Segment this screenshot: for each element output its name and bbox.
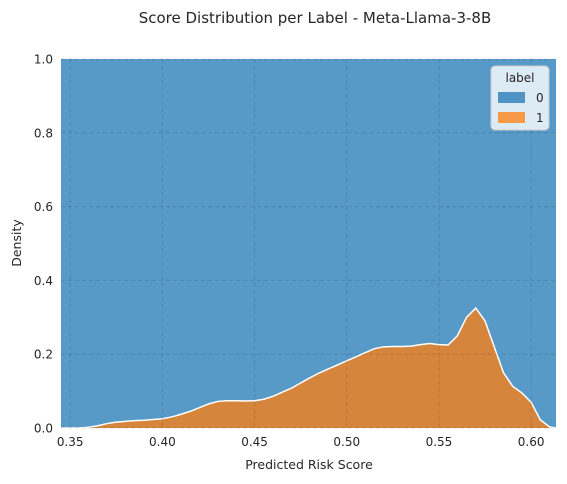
y-tick-label: 0.8 [34,126,53,140]
plot-area [61,59,557,429]
legend-title: label [505,71,534,85]
x-axis-label: Predicted Risk Score [245,457,373,472]
y-tick-label: 1.0 [34,53,53,67]
chart-title: Score Distribution per Label - Meta-Llam… [139,9,492,27]
legend-label: 1 [536,111,544,125]
y-tick-label: 0.6 [34,200,53,214]
grid [61,58,556,429]
x-tick-label: 0.35 [57,435,84,449]
x-tick-label: 0.60 [518,435,545,449]
legend-label: 0 [536,91,544,105]
legend-swatch [498,112,525,123]
series-boundary-line [61,306,557,429]
x-tick-label: 0.45 [241,435,268,449]
series-area-1 [61,308,556,428]
y-axis: 0.0 0.2 0.4 0.6 0.8 1.0 [34,53,53,436]
y-axis-label: Density [9,219,24,267]
x-tick-label: 0.55 [426,435,453,449]
x-tick-label: 0.50 [333,435,360,449]
y-tick-label: 0.2 [34,348,53,362]
x-tick-label: 0.40 [149,435,176,449]
y-tick-label: 0.4 [34,274,53,288]
y-tick-label: 0.0 [34,422,53,436]
x-axis: 0.35 0.40 0.45 0.50 0.55 0.60 [57,435,545,449]
legend-swatch [498,92,525,103]
